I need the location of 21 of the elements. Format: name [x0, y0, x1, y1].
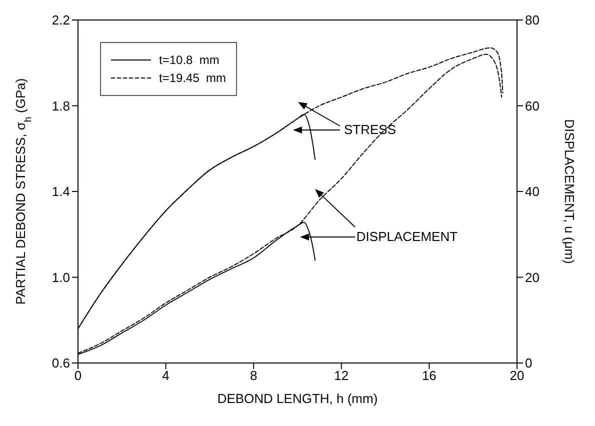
- y2-tick-label: 0: [525, 356, 532, 371]
- x-tick-label: 16: [422, 368, 436, 384]
- x-tick-label: 20: [510, 368, 524, 384]
- y2-tick-label: 80: [525, 12, 540, 28]
- y-tick-label: 0.6: [52, 356, 70, 371]
- y2-tick-label: 20: [525, 270, 540, 285]
- y-tick-label: 1.4: [52, 184, 70, 200]
- legend-label: t=19.45 mm: [159, 71, 226, 85]
- y-tick-label: 1.0: [52, 270, 70, 285]
- y-tick-label: 2.2: [52, 12, 70, 28]
- y2-tick-label: 40: [525, 184, 540, 200]
- x-tick-label: 12: [334, 368, 349, 384]
- legend-label: t=10.8 mm: [159, 53, 220, 67]
- x-tick-label: 4: [162, 368, 170, 384]
- annotation: DISPLACEMENT: [356, 229, 458, 244]
- x-tick-label: 0: [74, 368, 82, 384]
- y2-tick-label: 60: [525, 98, 540, 114]
- y-tick-label: 1.8: [52, 98, 70, 114]
- x-axis-title: DEBOND LENGTH, h (mm): [217, 391, 378, 406]
- y2-axis-title: DISPLACEMENT, u (μm): [562, 119, 577, 264]
- x-tick-label: 8: [250, 368, 258, 384]
